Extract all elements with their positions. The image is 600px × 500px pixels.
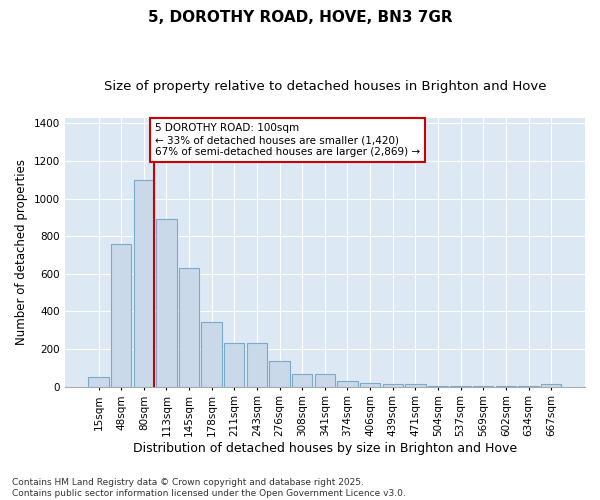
Bar [88,378,109,386]
Text: 5, DOROTHY ROAD, HOVE, BN3 7GR: 5, DOROTHY ROAD, HOVE, BN3 7GR [148,10,452,25]
Bar [405,384,425,386]
Bar [314,374,335,386]
Bar [247,344,267,386]
Bar [111,244,131,386]
Text: 5 DOROTHY ROAD: 100sqm
← 33% of detached houses are smaller (1,420)
67% of semi-: 5 DOROTHY ROAD: 100sqm ← 33% of detached… [155,124,420,156]
Bar [179,268,199,386]
Bar [292,374,313,386]
Bar [202,322,222,386]
Bar [360,383,380,386]
Bar [541,384,562,386]
Bar [156,220,176,386]
Bar [134,180,154,386]
Y-axis label: Number of detached properties: Number of detached properties [15,159,28,345]
Bar [269,362,290,386]
Bar [224,344,244,386]
Bar [383,384,403,386]
Title: Size of property relative to detached houses in Brighton and Hove: Size of property relative to detached ho… [104,80,546,93]
Text: Contains HM Land Registry data © Crown copyright and database right 2025.
Contai: Contains HM Land Registry data © Crown c… [12,478,406,498]
X-axis label: Distribution of detached houses by size in Brighton and Hove: Distribution of detached houses by size … [133,442,517,455]
Bar [337,381,358,386]
